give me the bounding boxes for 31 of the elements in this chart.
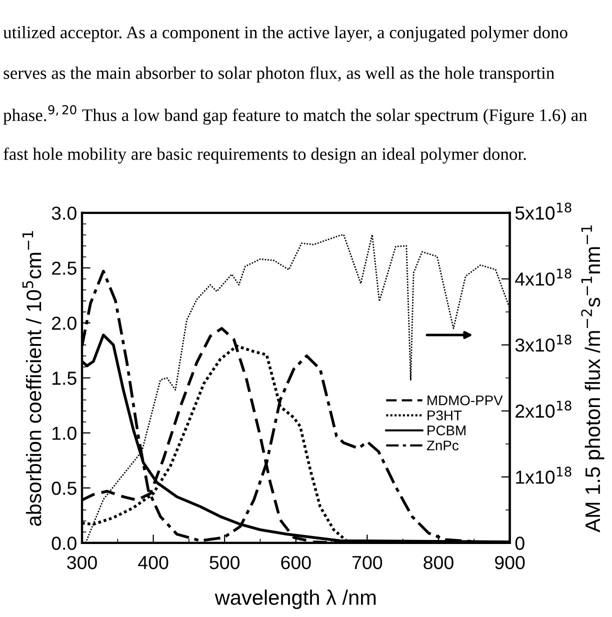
x-tick-label: 800 [424, 556, 454, 570]
x-tick-label: 700 [352, 556, 382, 570]
y2-axis-title: AM 1.5 photon flux /m$^{−2}$s$^{−1}$nm$^{−1}$ [581, 226, 604, 532]
x-tick-label: 500 [210, 556, 240, 570]
x-tick-label: 300 [67, 556, 97, 570]
y-tick-label: 2.5 [52, 262, 76, 275]
y-tick-label: 1.0 [52, 426, 76, 440]
legend-label: P3HT [428, 410, 462, 420]
y2-tick-label: 5x10$^{18}$ [515, 202, 572, 220]
y-tick-label: 0.5 [52, 482, 76, 495]
text: phase.$^{9,20}$ Thus a low band gap feature to match the solar spectrum (Figure 1.6) an [3, 105, 588, 125]
legend-label: ZnPc [426, 440, 459, 450]
y2-tick-label: 4x10$^{18}$ [515, 268, 572, 286]
y-axis-title: absorbtion coefficient / 10$^{5}$cm$^{−1}$ [22, 231, 42, 526]
y-tick-label: 1.5 [52, 372, 76, 385]
x-axis-title: wavelength λ /nm [214, 590, 376, 610]
legend-label: PCBM [428, 426, 466, 436]
y2-tick-label: 2x10$^{18}$ [516, 400, 572, 418]
x-tick-label: 400 [138, 556, 168, 570]
text: serves as the main absorber to solar photon flux, as well as the hole transportin [4, 66, 554, 83]
text: fast hole mobility are basic requirements to design an ideal polymer donor. [4, 147, 526, 164]
y-tick-label: 3.0 [52, 206, 76, 220]
legend-label: MDMO-PPV [428, 395, 503, 406]
y2-tick-label: 1x10$^{18}$ [516, 466, 572, 484]
y2-tick-label: 3x10$^{18}$ [515, 334, 572, 352]
x-tick-label: 900 [495, 556, 525, 570]
x-tick-label: 600 [281, 556, 311, 570]
y-tick-label: 2.0 [52, 316, 76, 330]
y-tick-label: 0.0 [52, 536, 76, 550]
text: utilized acceptor. As a component in the active layer, a conjugated polymer dono [3, 26, 568, 42]
y2-tick-label: 0 [515, 536, 524, 550]
